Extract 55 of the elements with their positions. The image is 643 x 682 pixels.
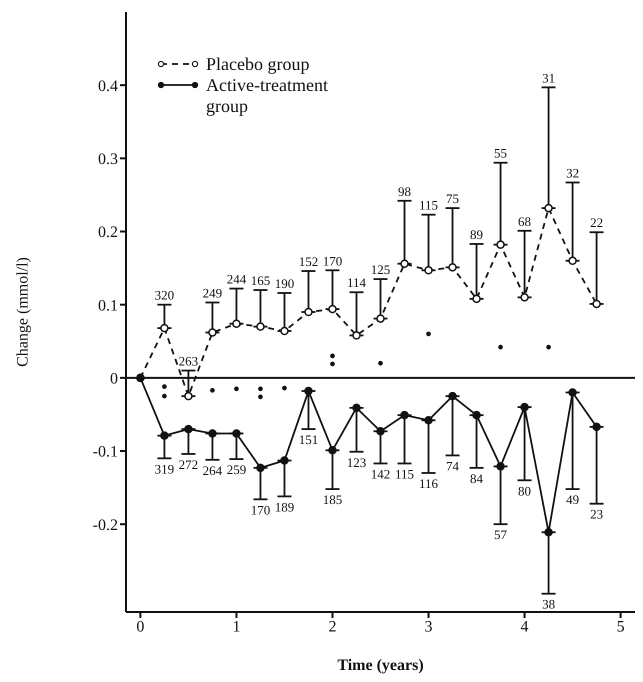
annotation: 74 (446, 458, 460, 474)
annotation: 189 (274, 499, 294, 514)
annotation: 272 (178, 456, 198, 472)
annotation: 80 (518, 483, 532, 498)
y-tick-label: 0 (110, 370, 118, 388)
annotation: 123 (346, 454, 366, 470)
x-tick-label: 3 (424, 618, 433, 636)
annotation: 125 (370, 262, 390, 278)
annotation: 75 (446, 191, 460, 206)
annotation: 249 (202, 285, 222, 300)
annotation: 116 (419, 476, 439, 491)
annotation: 57 (494, 527, 508, 542)
annotation: 115 (394, 466, 414, 482)
x-tick-label: 5 (616, 618, 625, 636)
annotation: 114 (346, 275, 366, 290)
annotation: 55 (494, 146, 508, 161)
annotation: 152 (298, 254, 318, 270)
annotation: 264 (202, 462, 223, 478)
legend-label: Placebo group (206, 54, 310, 75)
annotation: 89 (470, 226, 484, 242)
y-tick-label: -0.1 (92, 444, 118, 461)
y-tick-label: 0.4 (98, 78, 118, 95)
annotation: 22 (590, 215, 604, 230)
annotation: 98 (398, 184, 412, 199)
annotation: 84 (470, 470, 484, 486)
annotation: 185 (322, 492, 342, 508)
annotation: 38 (542, 596, 556, 612)
annotation: 151 (298, 432, 318, 448)
annotation: 170 (322, 253, 342, 268)
x-tick-label: 1 (232, 618, 240, 636)
annotation: 142 (370, 466, 390, 482)
y-tick-label: 0.1 (98, 297, 118, 314)
x-tick-label: 2 (328, 618, 336, 636)
annotation: 263 (178, 354, 198, 369)
y-tick-label: 0.3 (98, 151, 118, 168)
x-tick-label: 0 (136, 618, 144, 636)
x-axis-title: Time (years) (337, 657, 424, 674)
annotation: 319 (154, 461, 174, 476)
annotation: 49 (566, 492, 580, 508)
annotation: 190 (274, 276, 294, 291)
annotation: 165 (250, 273, 270, 288)
y-tick-label: 0.2 (98, 224, 118, 242)
annotation: 23 (590, 506, 604, 522)
annotation: 68 (518, 214, 532, 229)
annotation: 244 (226, 272, 247, 287)
x-tick-label: 4 (520, 618, 529, 636)
annotation: 170 (250, 502, 270, 518)
annotation: 32 (566, 165, 580, 180)
y-axis-title: Change (mmol/l) (14, 257, 32, 367)
annotation: 115 (419, 198, 438, 213)
annotation: 320 (154, 288, 174, 303)
legend-label: Active-treatment group (206, 75, 329, 117)
annotation: 259 (226, 462, 246, 478)
y-tick-label: -0.2 (92, 516, 118, 534)
annotation: 31 (542, 70, 556, 86)
